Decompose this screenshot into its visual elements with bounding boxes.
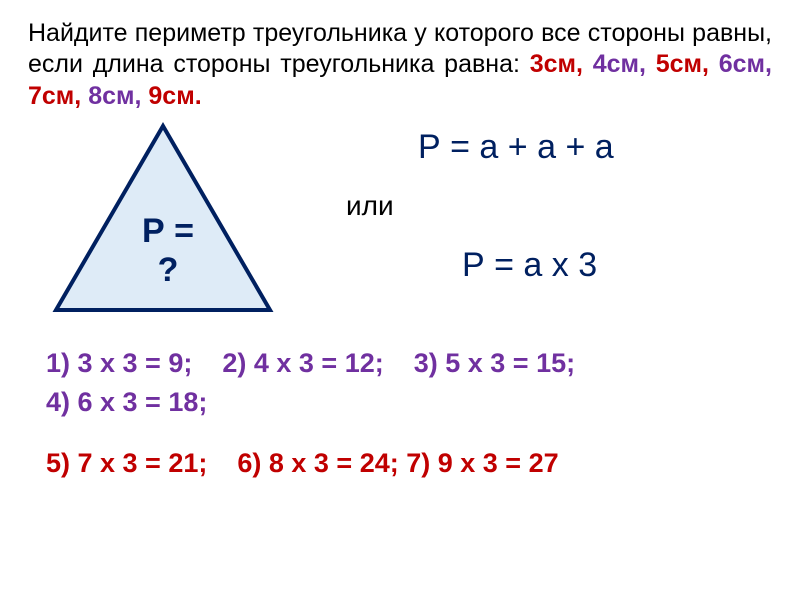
calc-2: 2) 4 х 3 = 12; [222,348,383,378]
calc-6: 6) 8 х 3 = 24; [237,448,398,478]
formula-product: Р = а х 3 [462,246,597,285]
calc-row-1: 1) 3 х 3 = 9; 2) 4 х 3 = 12; 3) 5 х 3 = … [28,344,772,383]
triangle-label-2: ? [158,251,179,289]
calc-5: 5) 7 х 3 = 21; [46,448,207,478]
calc-3: 3) 5 х 3 = 15; [414,348,575,378]
calc-row-3: 5) 7 х 3 = 21; 6) 8 х 3 = 24; 7) 9 х 3 =… [28,444,772,483]
triangle-label-1: Р = [142,212,194,250]
triangle-figure: Р = ? [28,120,288,320]
calc-7: 7) 9 х 3 = 27 [406,448,558,478]
val-1: 4см, [583,50,646,78]
val-0: 3см, [530,50,583,78]
val-2: 5см, [646,50,709,78]
calc-4: 4) 6 х 3 = 18; [46,387,207,417]
val-6: 9см. [141,82,201,110]
calc-row-2: 4) 6 х 3 = 18; [28,383,772,422]
calc-1: 1) 3 х 3 = 9; [46,348,192,378]
row-spacer [28,422,772,444]
formula-sum: Р = а + а + а [418,128,614,167]
val-4: 7см, [28,82,81,110]
triangle-label: Р = ? [103,212,233,290]
formulas: Р = а + а + а или Р = а х 3 [288,120,772,320]
val-3: 6см, [709,50,772,78]
calculations: 1) 3 х 3 = 9; 2) 4 х 3 = 12; 3) 5 х 3 = … [28,344,772,483]
mid-section: Р = ? Р = а + а + а или Р = а х 3 [28,120,772,320]
problem-statement: Найдите периметр треугольника у которого… [28,18,772,112]
val-5: 8см, [81,82,141,110]
formula-or: или [346,190,394,222]
